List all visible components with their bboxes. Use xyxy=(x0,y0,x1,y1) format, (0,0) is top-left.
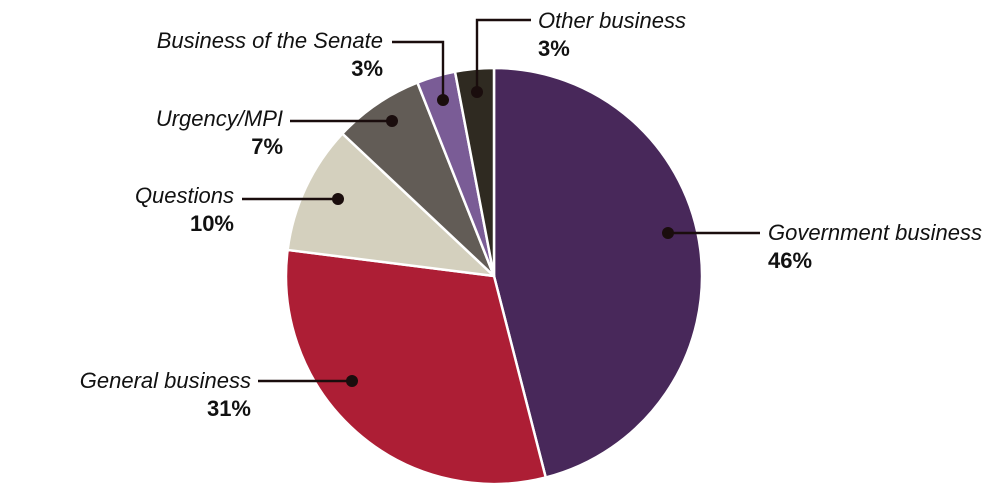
slice-value-business-of-the-senate: 3% xyxy=(351,56,383,81)
leader-dot-general-business xyxy=(346,375,358,387)
pie-slice-government-business xyxy=(492,66,704,479)
slice-label-business-of-the-senate: Business of the Senate xyxy=(157,28,383,53)
leader-dot-other-business xyxy=(471,86,483,98)
leader-dot-questions xyxy=(332,193,344,205)
slice-value-questions: 10% xyxy=(190,211,234,236)
slice-value-general-business: 31% xyxy=(207,396,251,421)
pie-slice-other-business xyxy=(453,66,496,278)
leader-dot-urgency-mpi xyxy=(386,115,398,127)
leader-line-business-of-the-senate xyxy=(392,40,445,100)
leader-line-other-business xyxy=(475,18,531,92)
pie-callouts: Government business 46% General business 31… xyxy=(80,8,982,421)
leader-dot-government-business xyxy=(662,227,674,239)
slice-label-government-business: Government business xyxy=(768,220,982,245)
pie-slice-questions xyxy=(286,132,496,278)
slice-label-general-business: General business xyxy=(80,368,251,393)
slice-value-urgency-mpi: 7% xyxy=(251,134,283,159)
slice-label-other-business: Other business xyxy=(538,8,686,33)
slice-value-government-business: 46% xyxy=(768,248,812,273)
slice-label-urgency-mpi: Urgency/MPI xyxy=(156,106,283,131)
slice-label-questions: Questions xyxy=(135,183,234,208)
pie-slices xyxy=(284,66,704,486)
pie-slice-general-business xyxy=(284,248,547,486)
slice-value-other-business: 3% xyxy=(538,36,570,61)
leader-dot-business-of-the-senate xyxy=(437,94,449,106)
